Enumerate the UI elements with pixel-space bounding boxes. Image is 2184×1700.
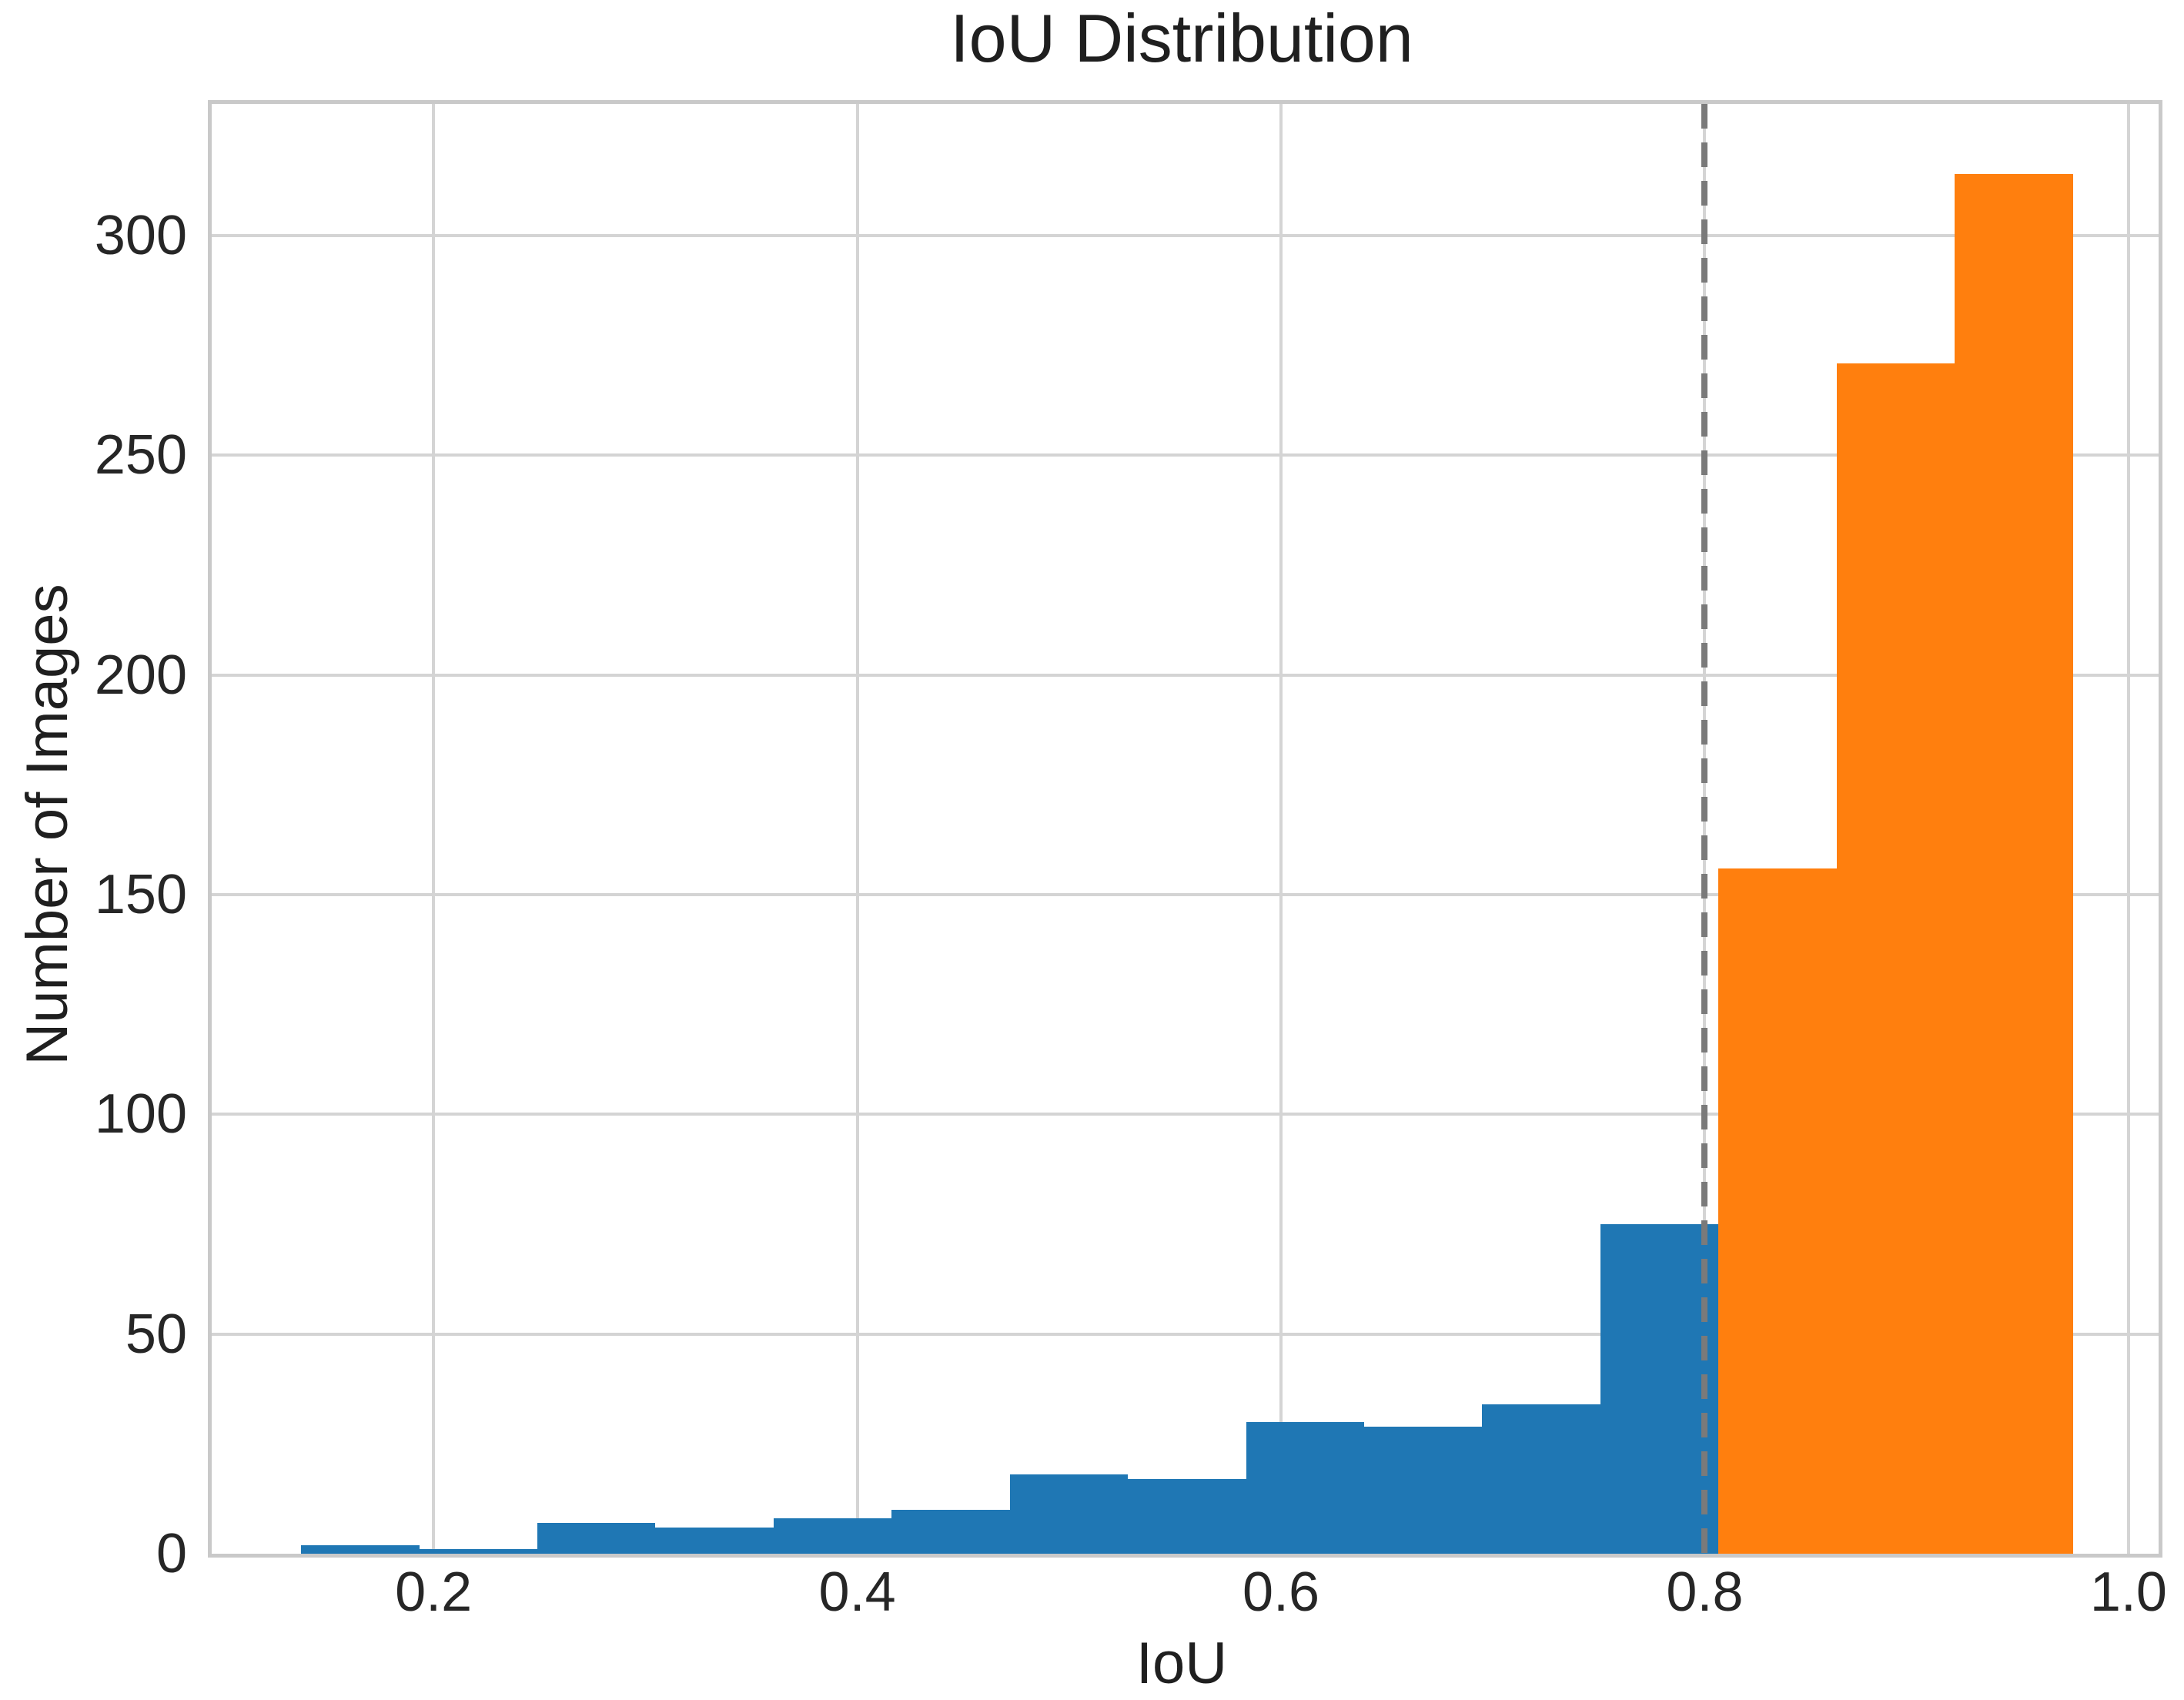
x-gridline — [1279, 104, 1283, 1554]
y-gridline — [212, 673, 2159, 677]
histogram-bar — [773, 1518, 892, 1554]
histogram-bar — [655, 1527, 774, 1554]
histogram-bar — [1009, 1474, 1129, 1554]
histogram-bar — [301, 1544, 420, 1554]
histogram-bar — [891, 1509, 1010, 1554]
y-gridline — [212, 453, 2159, 457]
histogram-bar — [1955, 174, 2073, 1554]
x-axis-label: IoU — [1135, 1631, 1228, 1696]
x-gridline — [855, 104, 859, 1554]
y-tick-label: 200 — [94, 644, 187, 706]
threshold-dashed-line — [1701, 104, 1708, 1554]
y-tick-label: 300 — [94, 205, 187, 267]
histogram-bar — [537, 1523, 656, 1554]
histogram-bar — [1600, 1224, 1719, 1554]
x-tick-label: 0.8 — [1666, 1561, 1744, 1623]
y-gridline — [212, 893, 2159, 897]
x-tick-label: 0.2 — [395, 1561, 473, 1623]
histogram-bar — [1364, 1426, 1483, 1554]
histogram-bar — [419, 1549, 537, 1554]
x-tick-label: 1.0 — [2089, 1561, 2167, 1623]
histogram-bar — [1482, 1404, 1600, 1554]
y-tick-label: 0 — [156, 1523, 187, 1585]
histogram-bar — [1836, 363, 1955, 1554]
y-tick-label: 50 — [125, 1303, 187, 1365]
y-tick-label: 100 — [94, 1083, 187, 1146]
y-gridline — [212, 234, 2159, 238]
y-tick-label: 250 — [94, 424, 187, 487]
x-gridline — [2126, 104, 2130, 1554]
y-tick-label: 150 — [94, 864, 187, 926]
histogram-bar — [1718, 868, 1837, 1554]
x-tick-label: 0.4 — [818, 1561, 896, 1623]
histogram-bar — [1128, 1479, 1246, 1554]
histogram-bar — [1246, 1421, 1365, 1554]
x-tick-label: 0.6 — [1242, 1561, 1320, 1623]
plot-area — [208, 100, 2162, 1558]
y-gridline — [212, 1332, 2159, 1336]
x-gridline — [432, 104, 436, 1554]
chart-title: IoU Distribution — [950, 0, 1413, 76]
y-gridline — [212, 1113, 2159, 1116]
